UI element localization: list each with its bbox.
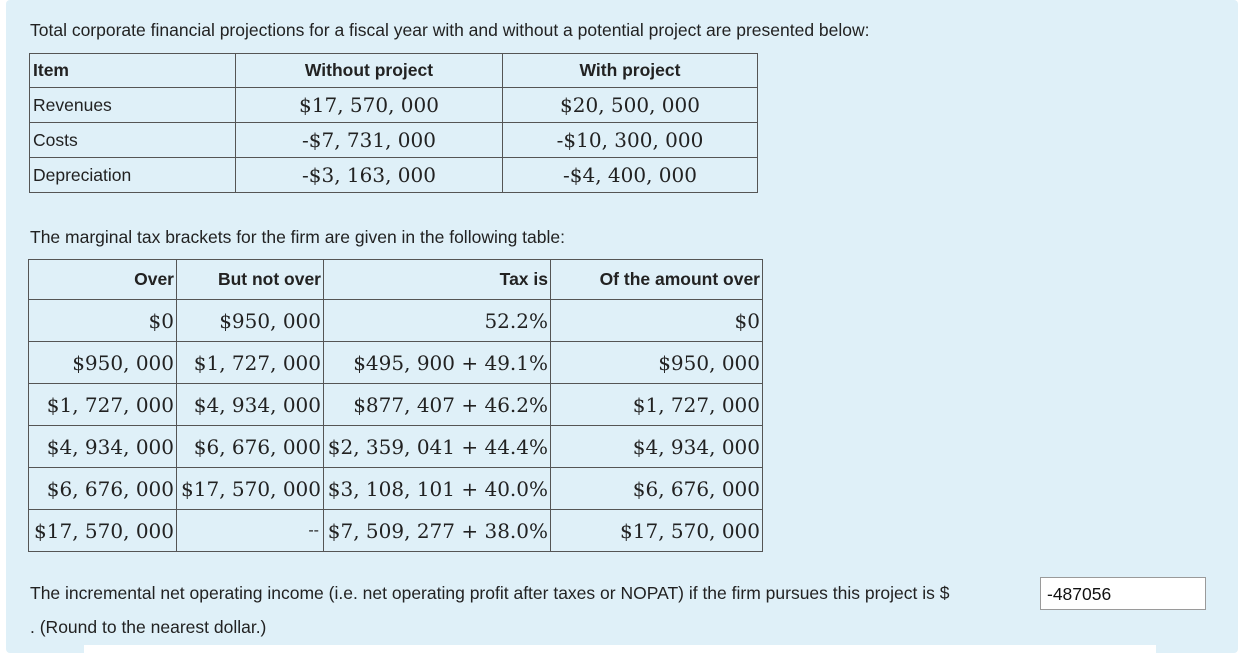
cell-but-not-over: $4, 934, 000 xyxy=(176,383,324,426)
header-tax-is: Tax is xyxy=(323,259,551,300)
tax-header-row: Over But not over Tax is Of the amount o… xyxy=(28,259,763,300)
cell-over: $950, 000 xyxy=(28,341,177,384)
cell-over: $4, 934, 000 xyxy=(28,425,177,468)
row-item-label: Revenues xyxy=(29,87,236,123)
tax-brackets-table: Over But not over Tax is Of the amount o… xyxy=(28,259,763,552)
intro-text: Total corporate financial projections fo… xyxy=(30,20,870,40)
cell-tax-is: $495, 900 + 49.1% xyxy=(323,341,551,384)
cell-but-not-over: $17, 570, 000 xyxy=(176,467,324,510)
row-with-value: -$4, 400, 000 xyxy=(502,157,758,193)
table-row: $0 $950, 000 52.2% $0 xyxy=(28,299,763,342)
table-row: Depreciation -$3, 163, 000 -$4, 400, 000 xyxy=(29,157,758,193)
projections-table: Item Without project With project Revenu… xyxy=(29,53,758,193)
cell-amount-over: $950, 000 xyxy=(550,341,763,384)
table-row: $6, 676, 000 $17, 570, 000 $3, 108, 101 … xyxy=(28,467,763,510)
table-row: Costs -$7, 731, 000 -$10, 300, 000 xyxy=(29,122,758,158)
cell-but-not-over: -- xyxy=(176,509,324,552)
cell-over: $6, 676, 000 xyxy=(28,467,177,510)
header-item: Item xyxy=(29,53,236,88)
cell-amount-over: $0 xyxy=(550,299,763,342)
bottom-divider xyxy=(84,645,1156,653)
row-without-value: $17, 570, 000 xyxy=(235,87,503,123)
header-with-project: With project xyxy=(502,53,758,88)
answer-input[interactable]: -487056 xyxy=(1040,577,1206,610)
cell-over: $0 xyxy=(28,299,177,342)
cell-tax-is: 52.2% xyxy=(323,299,551,342)
table-row: $1, 727, 000 $4, 934, 000 $877, 407 + 46… xyxy=(28,383,763,426)
row-item-label: Costs xyxy=(29,122,236,158)
row-without-value: -$7, 731, 000 xyxy=(235,122,503,158)
cell-but-not-over: $1, 727, 000 xyxy=(176,341,324,384)
cell-tax-is: $7, 509, 277 + 38.0% xyxy=(323,509,551,552)
cell-but-not-over: $6, 676, 000 xyxy=(176,425,324,468)
row-with-value: -$10, 300, 000 xyxy=(502,122,758,158)
table-row: $4, 934, 000 $6, 676, 000 $2, 359, 041 +… xyxy=(28,425,763,468)
cell-tax-is: $2, 359, 041 + 44.4% xyxy=(323,425,551,468)
cell-tax-is: $3, 108, 101 + 40.0% xyxy=(323,467,551,510)
cell-tax-is: $877, 407 + 46.2% xyxy=(323,383,551,426)
cell-but-not-over: $950, 000 xyxy=(176,299,324,342)
cell-over: $17, 570, 000 xyxy=(28,509,177,552)
cell-amount-over: $4, 934, 000 xyxy=(550,425,763,468)
cell-amount-over: $1, 727, 000 xyxy=(550,383,763,426)
rounding-note: . (Round to the nearest dollar.) xyxy=(30,617,267,637)
table-row: $950, 000 $1, 727, 000 $495, 900 + 49.1%… xyxy=(28,341,763,384)
header-but-not-over: But not over xyxy=(176,259,324,300)
row-with-value: $20, 500, 000 xyxy=(502,87,758,123)
projections-header-row: Item Without project With project xyxy=(29,53,758,88)
row-item-label: Depreciation xyxy=(29,157,236,193)
header-over: Over xyxy=(28,259,177,300)
cell-over: $1, 727, 000 xyxy=(28,383,177,426)
cell-amount-over: $17, 570, 000 xyxy=(550,509,763,552)
header-of-amount-over: Of the amount over xyxy=(550,259,763,300)
table-row: Revenues $17, 570, 000 $20, 500, 000 xyxy=(29,87,758,123)
header-without-project: Without project xyxy=(235,53,503,88)
brackets-intro-text: The marginal tax brackets for the firm a… xyxy=(30,227,565,247)
table-row: $17, 570, 000 -- $7, 509, 277 + 38.0% $1… xyxy=(28,509,763,552)
question-text: The incremental net operating income (i.… xyxy=(30,583,950,603)
cell-amount-over: $6, 676, 000 xyxy=(550,467,763,510)
row-without-value: -$3, 163, 000 xyxy=(235,157,503,193)
